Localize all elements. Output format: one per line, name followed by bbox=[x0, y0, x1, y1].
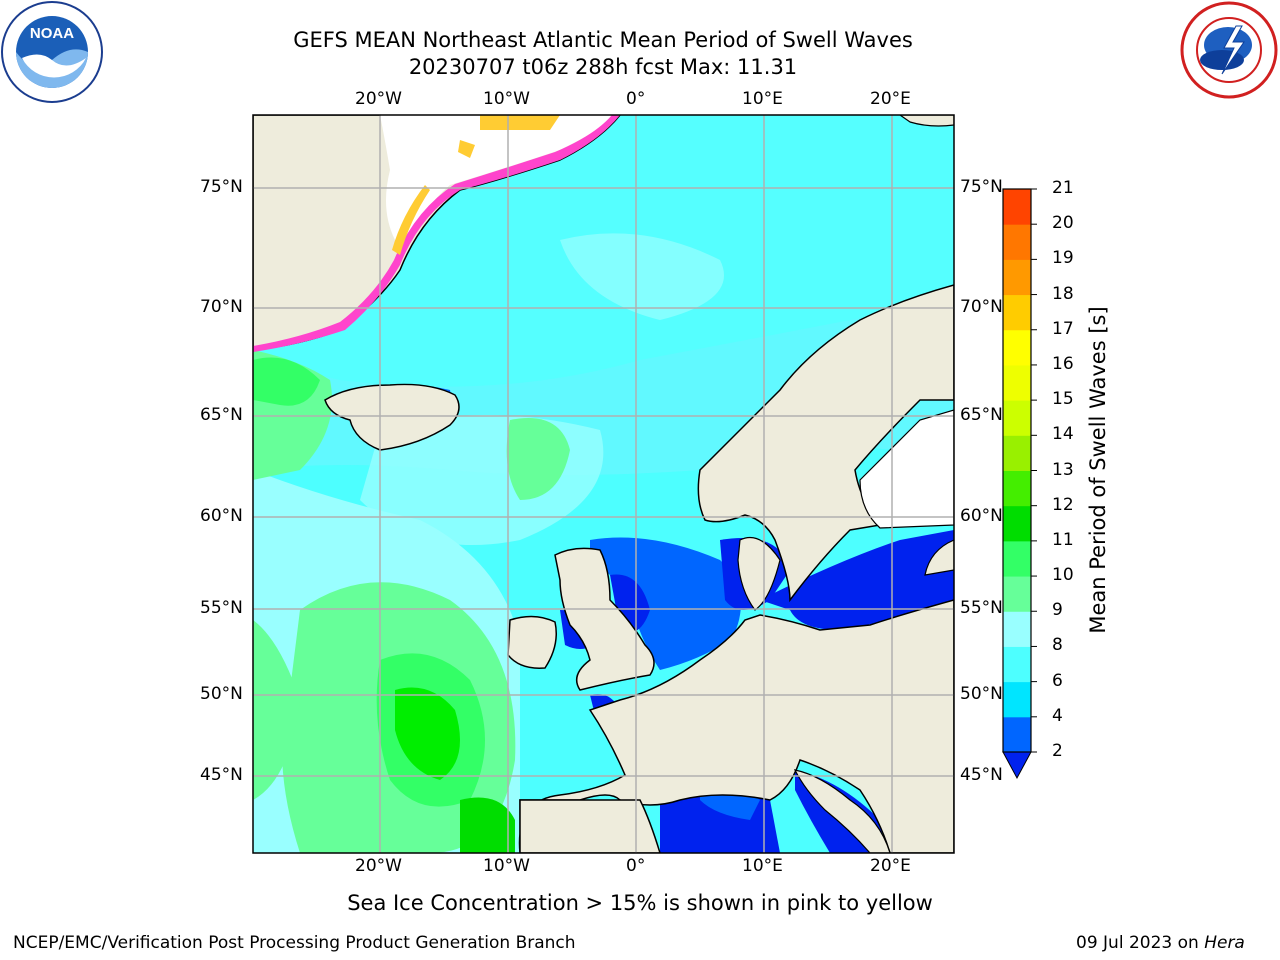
baltic-blue bbox=[760, 530, 954, 630]
colorbar-band bbox=[1003, 681, 1031, 718]
colorbar-band bbox=[1003, 716, 1031, 753]
lat-label-right: 75°N bbox=[960, 177, 1003, 197]
colorbar-tick-label: 15 bbox=[1052, 389, 1074, 410]
colorbar-tick-label: 20 bbox=[1052, 213, 1074, 234]
nws-logo bbox=[1180, 1, 1278, 99]
colorbar-band bbox=[1003, 364, 1031, 401]
lat-label-right: 70°N bbox=[960, 297, 1003, 317]
chart-title: GEFS MEAN Northeast Atlantic Mean Period… bbox=[293, 28, 913, 52]
colorbar-tick-label: 19 bbox=[1052, 248, 1074, 269]
lon-label-top: 10°W bbox=[483, 89, 530, 109]
footer-date: 09 Jul 2023 on Hera bbox=[1076, 933, 1245, 953]
lon-label-top: 20°W bbox=[355, 89, 402, 109]
britain-land bbox=[554, 547, 655, 691]
sea-ice-caption: Sea Ice Concentration > 15% is shown in … bbox=[347, 891, 933, 915]
footer-host: Hera bbox=[1204, 933, 1245, 953]
colorbar-band bbox=[1003, 329, 1031, 366]
lat-label-left: 55°N bbox=[200, 598, 243, 618]
iberia-land bbox=[519, 799, 661, 853]
lat-label-right: 55°N bbox=[960, 598, 1003, 618]
ireland-land bbox=[507, 615, 557, 669]
colorbar-band bbox=[1003, 505, 1031, 542]
lon-label-bottom: 20°E bbox=[870, 856, 911, 876]
lon-label-bottom: 20°W bbox=[355, 856, 402, 876]
lon-label-bottom: 10°E bbox=[742, 856, 783, 876]
lat-label-left: 65°N bbox=[200, 405, 243, 425]
colorbar-tick-label: 8 bbox=[1052, 635, 1063, 656]
lon-label-top: 0° bbox=[626, 89, 646, 109]
colorbar-tick-label: 21 bbox=[1052, 178, 1074, 198]
iceland-land bbox=[324, 383, 460, 451]
colorbar-band bbox=[1003, 470, 1031, 507]
chart-subtitle: 20230707 t06z 288h fcst Max: 11.31 bbox=[408, 55, 798, 79]
colorbar-tick-label: 2 bbox=[1052, 741, 1063, 761]
svg-text:NOAA: NOAA bbox=[30, 25, 74, 42]
colorbar-tick-label: 6 bbox=[1052, 670, 1063, 691]
colorbar-tick-label: 11 bbox=[1052, 529, 1074, 550]
colorbar-band bbox=[1003, 576, 1031, 612]
lon-label-bottom: 0° bbox=[626, 856, 646, 876]
europe-land bbox=[518, 599, 954, 853]
colorbar-tick-label: 16 bbox=[1052, 353, 1074, 374]
graticule bbox=[253, 115, 954, 853]
lat-label-left: 75°N bbox=[200, 177, 243, 197]
colorbar-band bbox=[1003, 646, 1031, 683]
lat-label-left: 45°N bbox=[200, 765, 243, 785]
lon-label-top: 10°E bbox=[742, 89, 783, 109]
colorbar bbox=[1002, 188, 1037, 780]
noaa-logo: NOAA bbox=[1, 1, 103, 103]
footer-branch: NCEP/EMC/Verification Post Processing Pr… bbox=[13, 933, 576, 953]
colorbar-tick-label: 14 bbox=[1052, 424, 1074, 445]
colorbar-band bbox=[1003, 540, 1031, 577]
colorbar-tick-label: 18 bbox=[1052, 283, 1074, 304]
lat-label-right: 45°N bbox=[960, 765, 1003, 785]
colorbar-tick-label: 9 bbox=[1052, 600, 1063, 621]
italy-land bbox=[793, 769, 891, 853]
colorbar-band bbox=[1003, 435, 1031, 471]
lat-label-right: 50°N bbox=[960, 684, 1003, 704]
lat-label-right: 60°N bbox=[960, 506, 1003, 526]
map-frame bbox=[252, 114, 955, 854]
lat-label-left: 50°N bbox=[200, 684, 243, 704]
north-sea-blue bbox=[590, 537, 742, 670]
colorbar-band bbox=[1003, 400, 1031, 436]
lat-label-right: 65°N bbox=[960, 405, 1003, 425]
colorbar-band bbox=[1003, 224, 1031, 260]
colorbar-tick-label: 12 bbox=[1052, 494, 1074, 515]
colorbar-label: Mean Period of Swell Waves [s] bbox=[1086, 306, 1110, 634]
colorbar-under-triangle bbox=[1002, 751, 1032, 780]
colorbar-band bbox=[1003, 611, 1031, 647]
lat-label-left: 70°N bbox=[200, 297, 243, 317]
lat-label-left: 60°N bbox=[200, 506, 243, 526]
colorbar-tick-label: 10 bbox=[1052, 565, 1074, 586]
colorbar-tick-label: 4 bbox=[1052, 705, 1063, 726]
colorbar-band bbox=[1003, 259, 1031, 296]
lon-label-top: 20°E bbox=[870, 89, 911, 109]
footer-date-text: 09 Jul 2023 on bbox=[1076, 933, 1205, 953]
colorbar-tick-label: 17 bbox=[1052, 318, 1074, 339]
colorbar-band bbox=[1003, 294, 1031, 331]
colorbar-band bbox=[1003, 189, 1031, 225]
sea-ice-band bbox=[253, 115, 620, 352]
lon-label-bottom: 10°W bbox=[483, 856, 530, 876]
colorbar-tick-label: 13 bbox=[1052, 459, 1074, 480]
